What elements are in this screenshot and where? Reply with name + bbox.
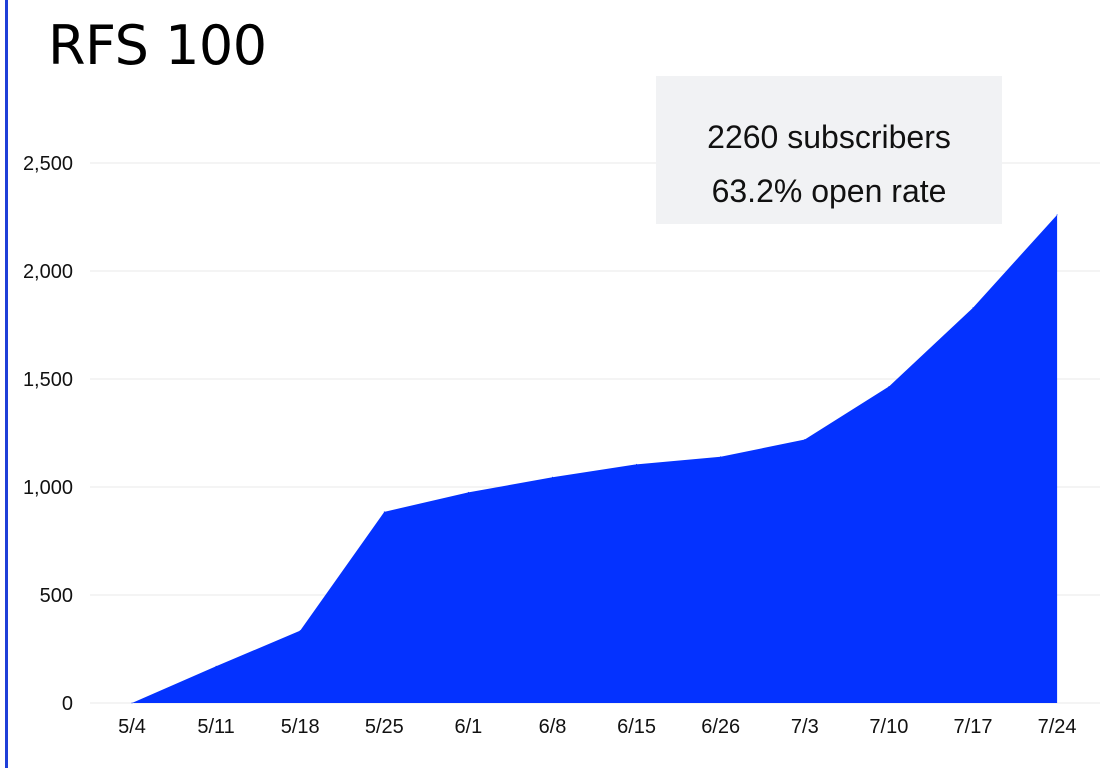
data-point <box>131 702 133 704</box>
x-tick-label: 7/24 <box>1038 716 1077 738</box>
y-tick-label: 1,000 <box>23 477 73 499</box>
x-tick-label: 6/1 <box>454 716 482 738</box>
x-tick-label: 7/3 <box>791 716 819 738</box>
data-point <box>972 307 974 309</box>
data-point <box>1056 214 1058 216</box>
data-point <box>299 630 301 632</box>
stats-box: 2260 subscribers 63.2% open rate <box>656 76 1002 224</box>
y-tick-label: 0 <box>62 693 73 715</box>
data-point <box>804 438 806 440</box>
y-tick-label: 2,500 <box>23 153 73 175</box>
x-tick-label: 7/10 <box>869 716 908 738</box>
x-tick-label: 5/18 <box>281 716 320 738</box>
x-tick-label: 6/26 <box>701 716 740 738</box>
series-area <box>132 214 1058 703</box>
data-point <box>720 456 722 458</box>
data-point <box>215 665 217 667</box>
data-point <box>383 511 385 513</box>
x-tick-label: 7/17 <box>954 716 993 738</box>
y-tick-label: 1,500 <box>23 369 73 391</box>
y-tick-label: 500 <box>40 585 73 607</box>
y-tick-label: 2,000 <box>23 261 73 283</box>
subscriber-count: 2260 subscribers <box>707 119 951 155</box>
x-tick-label: 6/8 <box>539 716 567 738</box>
x-tick-label: 6/15 <box>617 716 656 738</box>
chart-title: RFS 100 <box>48 14 267 77</box>
left-accent-border <box>5 0 8 768</box>
open-rate: 63.2% open rate <box>711 173 947 209</box>
data-point <box>467 491 469 493</box>
data-point <box>636 463 638 465</box>
x-tick-label: 5/4 <box>118 716 146 738</box>
data-point <box>888 386 890 388</box>
data-point <box>552 476 553 478</box>
x-tick-label: 5/11 <box>197 716 234 738</box>
x-tick-label: 5/25 <box>365 716 404 738</box>
